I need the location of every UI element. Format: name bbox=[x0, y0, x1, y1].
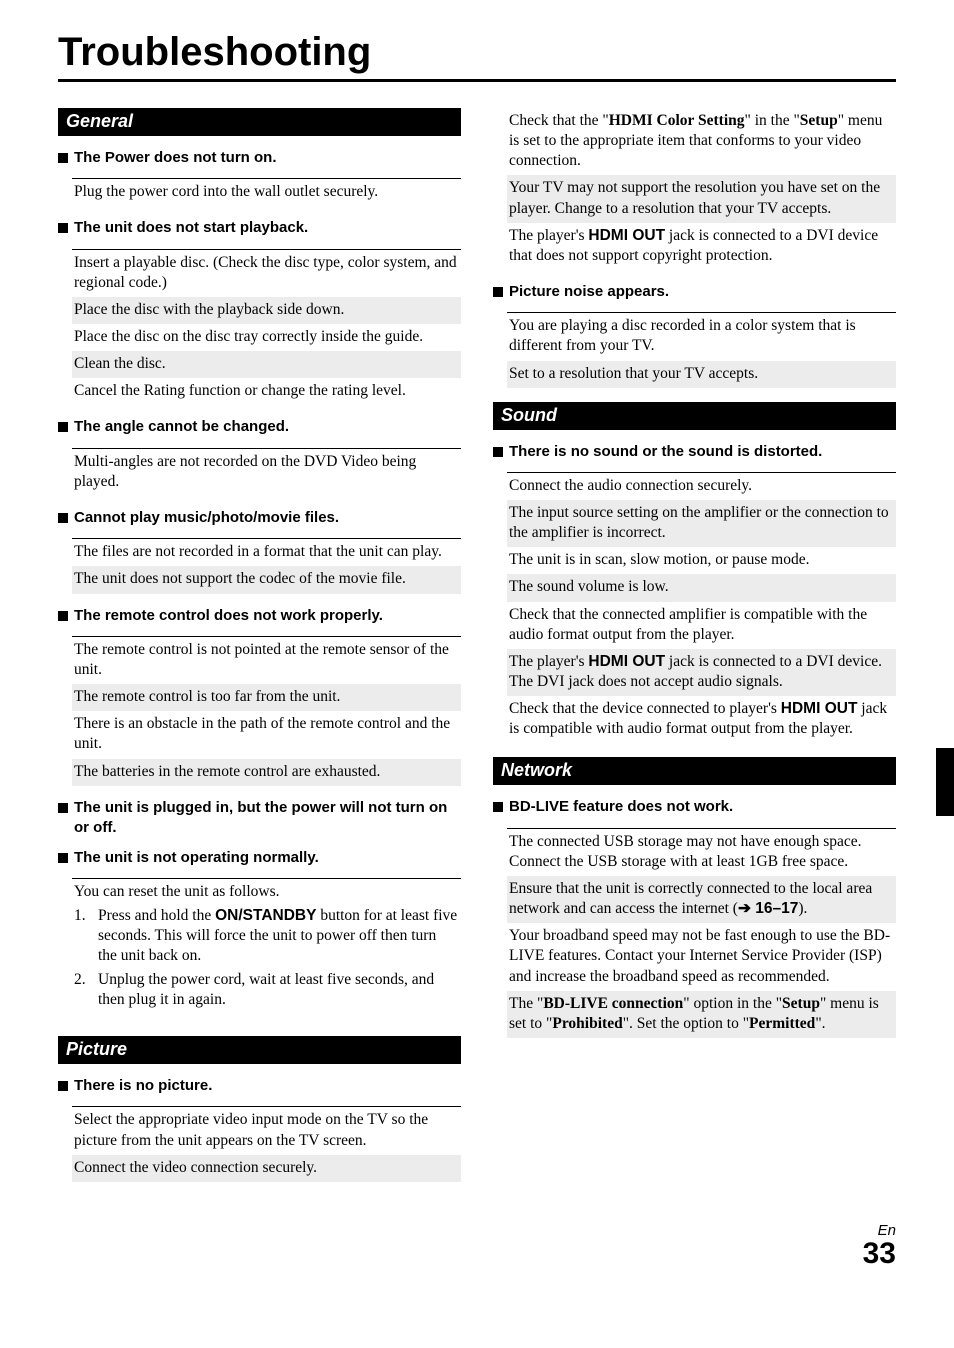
page-title: Troubleshooting bbox=[58, 30, 896, 82]
answer: Cancel the Rating function or change the… bbox=[72, 378, 461, 405]
answer: The unit does not support the codec of t… bbox=[72, 566, 461, 593]
answer: Place the disc on the disc tray correctl… bbox=[72, 324, 461, 351]
answer: Ensure that the unit is correctly connec… bbox=[507, 876, 896, 923]
bullet-icon bbox=[58, 223, 68, 233]
answer: Check that the device connected to playe… bbox=[507, 696, 896, 743]
problem-plugged: The unit is plugged in, but the power wi… bbox=[58, 798, 461, 839]
problem-operating: The unit is not operating normally. bbox=[58, 848, 461, 868]
problem-text: BD-LIVE feature does not work. bbox=[509, 797, 733, 817]
section-network: Network bbox=[493, 757, 896, 785]
answer: Place the disc with the playback side do… bbox=[72, 297, 461, 324]
footer-lang: En bbox=[58, 1222, 896, 1239]
answer: Check that the "HDMI Color Setting" in t… bbox=[507, 108, 896, 175]
bullet-icon bbox=[493, 447, 503, 457]
answer: There is an obstacle in the path of the … bbox=[72, 711, 461, 758]
problem-playback: The unit does not start playback. bbox=[58, 218, 461, 238]
answers: The connected USB storage may not have e… bbox=[507, 828, 896, 1038]
answer: The player's HDMI OUT jack is connected … bbox=[507, 223, 896, 270]
problem-text: Picture noise appears. bbox=[509, 282, 669, 302]
answers: Connect the audio connection securely. T… bbox=[507, 472, 896, 744]
answers: Insert a playable disc. (Check the disc … bbox=[72, 249, 461, 406]
right-column: Check that the "HDMI Color Setting" in t… bbox=[493, 108, 896, 1182]
answer: The unit is in scan, slow motion, or pau… bbox=[507, 547, 896, 574]
problem-text: The unit is not operating normally. bbox=[74, 848, 319, 868]
answers: Multi-angles are not recorded on the DVD… bbox=[72, 448, 461, 496]
answer: The sound volume is low. bbox=[507, 574, 896, 601]
bullet-icon bbox=[58, 513, 68, 523]
answer: The files are not recorded in a format t… bbox=[72, 539, 461, 566]
footer-page-number: 33 bbox=[58, 1239, 896, 1269]
step-text: Press and hold the bbox=[98, 907, 215, 924]
answers: The files are not recorded in a format t… bbox=[72, 538, 461, 593]
answer: Multi-angles are not recorded on the DVD… bbox=[72, 449, 461, 496]
page-ref: ➔ 16–17 bbox=[738, 900, 798, 917]
content-columns: General The Power does not turn on. Plug… bbox=[58, 108, 896, 1182]
answer: Insert a playable disc. (Check the disc … bbox=[72, 250, 461, 297]
problem-text: Cannot play music/photo/movie files. bbox=[74, 508, 339, 528]
problem-nopicture: There is no picture. bbox=[58, 1076, 461, 1096]
answer: Your TV may not support the resolution y… bbox=[507, 175, 896, 222]
bullet-icon bbox=[58, 853, 68, 863]
problem-text: There is no sound or the sound is distor… bbox=[509, 442, 822, 462]
answers: You are playing a disc recorded in a col… bbox=[507, 312, 896, 387]
side-tab bbox=[936, 748, 954, 816]
problem-noise: Picture noise appears. bbox=[493, 282, 896, 302]
answers: The remote control is not pointed at the… bbox=[72, 636, 461, 786]
reset-steps: Press and hold the ON/STANDBY button for… bbox=[72, 904, 461, 1013]
bullet-icon bbox=[58, 422, 68, 432]
problem-power: The Power does not turn on. bbox=[58, 148, 461, 168]
bullet-icon bbox=[58, 611, 68, 621]
answer: Connect the audio connection securely. bbox=[507, 473, 896, 500]
bullet-icon bbox=[58, 153, 68, 163]
answer: Your broadband speed may not be fast eno… bbox=[507, 923, 896, 990]
problem-remote: The remote control does not work properl… bbox=[58, 606, 461, 626]
bullet-icon bbox=[493, 287, 503, 297]
answer: Plug the power cord into the wall outlet… bbox=[72, 179, 461, 206]
bullet-icon bbox=[58, 1081, 68, 1091]
step: Press and hold the ON/STANDBY button for… bbox=[72, 904, 461, 968]
left-column: General The Power does not turn on. Plug… bbox=[58, 108, 461, 1182]
answer: Check that the connected amplifier is co… bbox=[507, 602, 896, 649]
problem-text: The Power does not turn on. bbox=[74, 148, 277, 168]
problem-files: Cannot play music/photo/movie files. bbox=[58, 508, 461, 528]
button-label: ON/STANDBY bbox=[215, 907, 316, 924]
answer: Connect the video connection securely. bbox=[72, 1155, 461, 1182]
answer: The connected USB storage may not have e… bbox=[507, 829, 896, 876]
problem-text: The unit is plugged in, but the power wi… bbox=[74, 798, 461, 839]
page-footer: En 33 bbox=[58, 1222, 896, 1269]
problem-angle: The angle cannot be changed. bbox=[58, 417, 461, 437]
answer: Select the appropriate video input mode … bbox=[72, 1107, 461, 1154]
answer: The remote control is not pointed at the… bbox=[72, 637, 461, 684]
answer: Set to a resolution that your TV accepts… bbox=[507, 361, 896, 388]
problem-text: The angle cannot be changed. bbox=[74, 417, 289, 437]
step: Unplug the power cord, wait at least fiv… bbox=[72, 968, 461, 1012]
reset-intro: You can reset the unit as follows. bbox=[72, 879, 461, 903]
answer: You are playing a disc recorded in a col… bbox=[507, 313, 896, 360]
section-general: General bbox=[58, 108, 461, 136]
problem-text: The remote control does not work properl… bbox=[74, 606, 383, 626]
answer: The player's HDMI OUT jack is connected … bbox=[507, 649, 896, 696]
problem-bdlive: BD-LIVE feature does not work. bbox=[493, 797, 896, 817]
answer: The remote control is too far from the u… bbox=[72, 684, 461, 711]
answers-continued: Check that the "HDMI Color Setting" in t… bbox=[507, 108, 896, 270]
section-sound: Sound bbox=[493, 402, 896, 430]
bullet-icon bbox=[58, 803, 68, 813]
answer: Clean the disc. bbox=[72, 351, 461, 378]
answers: Plug the power cord into the wall outlet… bbox=[72, 178, 461, 206]
answers: Select the appropriate video input mode … bbox=[72, 1106, 461, 1181]
section-picture: Picture bbox=[58, 1036, 461, 1064]
problem-text: The unit does not start playback. bbox=[74, 218, 308, 238]
answer: The "BD-LIVE connection" option in the "… bbox=[507, 991, 896, 1038]
answer: The input source setting on the amplifie… bbox=[507, 500, 896, 547]
answer: The batteries in the remote control are … bbox=[72, 759, 461, 786]
problem-text: There is no picture. bbox=[74, 1076, 212, 1096]
bullet-icon bbox=[493, 802, 503, 812]
problem-sound: There is no sound or the sound is distor… bbox=[493, 442, 896, 462]
